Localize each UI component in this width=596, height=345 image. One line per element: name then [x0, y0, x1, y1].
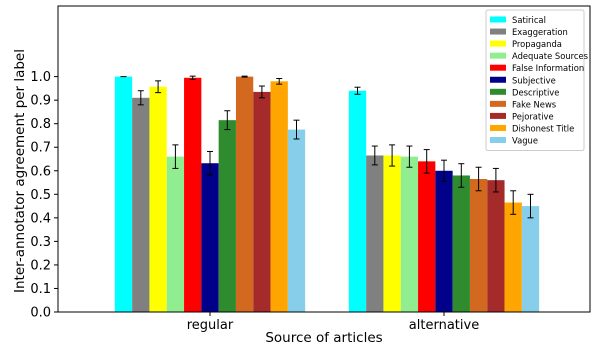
x-axis: regular alternative	[187, 312, 479, 333]
y-axis-label: Inter-annotator agreement per label	[12, 49, 28, 293]
bar-regular-exaggeration	[132, 97, 150, 312]
legend-label: Fake News	[512, 99, 556, 109]
legend-label: Subjective	[512, 75, 556, 85]
y-tick-label: 0.2	[30, 258, 51, 273]
bar-regular-dishonest-title	[270, 81, 288, 312]
legend-label: Adequate Sources	[512, 51, 588, 61]
legend-swatch	[490, 100, 506, 107]
legend-label: Descriptive	[512, 87, 559, 97]
y-tick-label: 0.6	[30, 164, 51, 179]
bar-alternative-false-information	[418, 161, 436, 312]
y-tick-label: 0.8	[30, 117, 51, 132]
bar-alternative-vague	[521, 206, 540, 312]
y-tick-label: 0.5	[30, 188, 51, 203]
legend-swatch	[490, 16, 506, 23]
y-tick-label: 1.0	[30, 70, 51, 85]
bar-alternative-pejorative	[487, 180, 505, 312]
y-tick-label: 0.0	[30, 306, 51, 321]
legend-label: Propaganda	[512, 39, 562, 49]
x-tick-label-alternative: alternative	[409, 318, 479, 333]
legend-swatch	[490, 137, 506, 143]
legend-swatch	[490, 124, 506, 131]
bar-alternative-propaganda	[383, 155, 401, 312]
legend-box	[485, 9, 585, 152]
bar-alternative-descriptive	[452, 175, 470, 312]
legend-label: Vague	[512, 136, 538, 146]
y-tick-label: 0.4	[30, 211, 51, 226]
legend-label: Dishonest Title	[512, 123, 574, 133]
legend-label: Pejorative	[512, 111, 554, 121]
legend-label: Satirical	[512, 15, 546, 25]
bar-alternative-subjective	[435, 170, 453, 312]
legend-swatch	[490, 52, 506, 59]
x-axis-label: Source of articles	[265, 330, 382, 345]
y-axis: 0.0 0.1 0.2 0.3 0.4 0.5 0.6 0.7 0.8 0.9 1.0	[30, 70, 58, 321]
bars-layer	[114, 76, 540, 313]
legend-label: False Information	[512, 63, 584, 73]
legend-swatch	[490, 112, 506, 119]
legend-swatch	[490, 64, 506, 71]
y-tick-label: 0.3	[30, 235, 51, 250]
y-tick-label: 0.7	[30, 141, 51, 156]
bar-regular-vague	[287, 129, 306, 312]
legend-swatch	[490, 88, 506, 95]
x-tick-label-regular: regular	[187, 318, 234, 333]
bar-regular-adequate-sources	[166, 156, 185, 312]
bar-alternative-exaggeration	[366, 155, 384, 312]
bar-regular-satirical	[114, 76, 133, 312]
plot-frame	[57, 5, 591, 313]
bar-regular-pejorative	[253, 91, 271, 313]
legend-swatch	[490, 28, 506, 35]
legend: Satirical Exaggeration Propaganda Adequate …	[485, 9, 588, 152]
bar-regular-fake-news	[235, 76, 254, 312]
bar-regular-subjective	[201, 163, 219, 312]
y-tick-label: 0.1	[30, 282, 51, 297]
legend-swatch	[490, 76, 506, 83]
bar-regular-propaganda	[149, 86, 167, 312]
bar-regular-descriptive	[218, 120, 236, 313]
bar-alternative-satirical	[348, 90, 367, 312]
legend-label: Exaggeration	[512, 27, 568, 37]
bar-alternative-fake-news	[469, 179, 488, 312]
y-tick-label: 0.9	[30, 94, 51, 109]
bar-alternative-dishonest-title	[504, 202, 522, 312]
bar-regular-false-information	[184, 77, 202, 313]
bar-alternative-adequate-sources	[400, 156, 419, 312]
error-bars-layer	[120, 75, 534, 219]
legend-swatch	[490, 40, 506, 47]
